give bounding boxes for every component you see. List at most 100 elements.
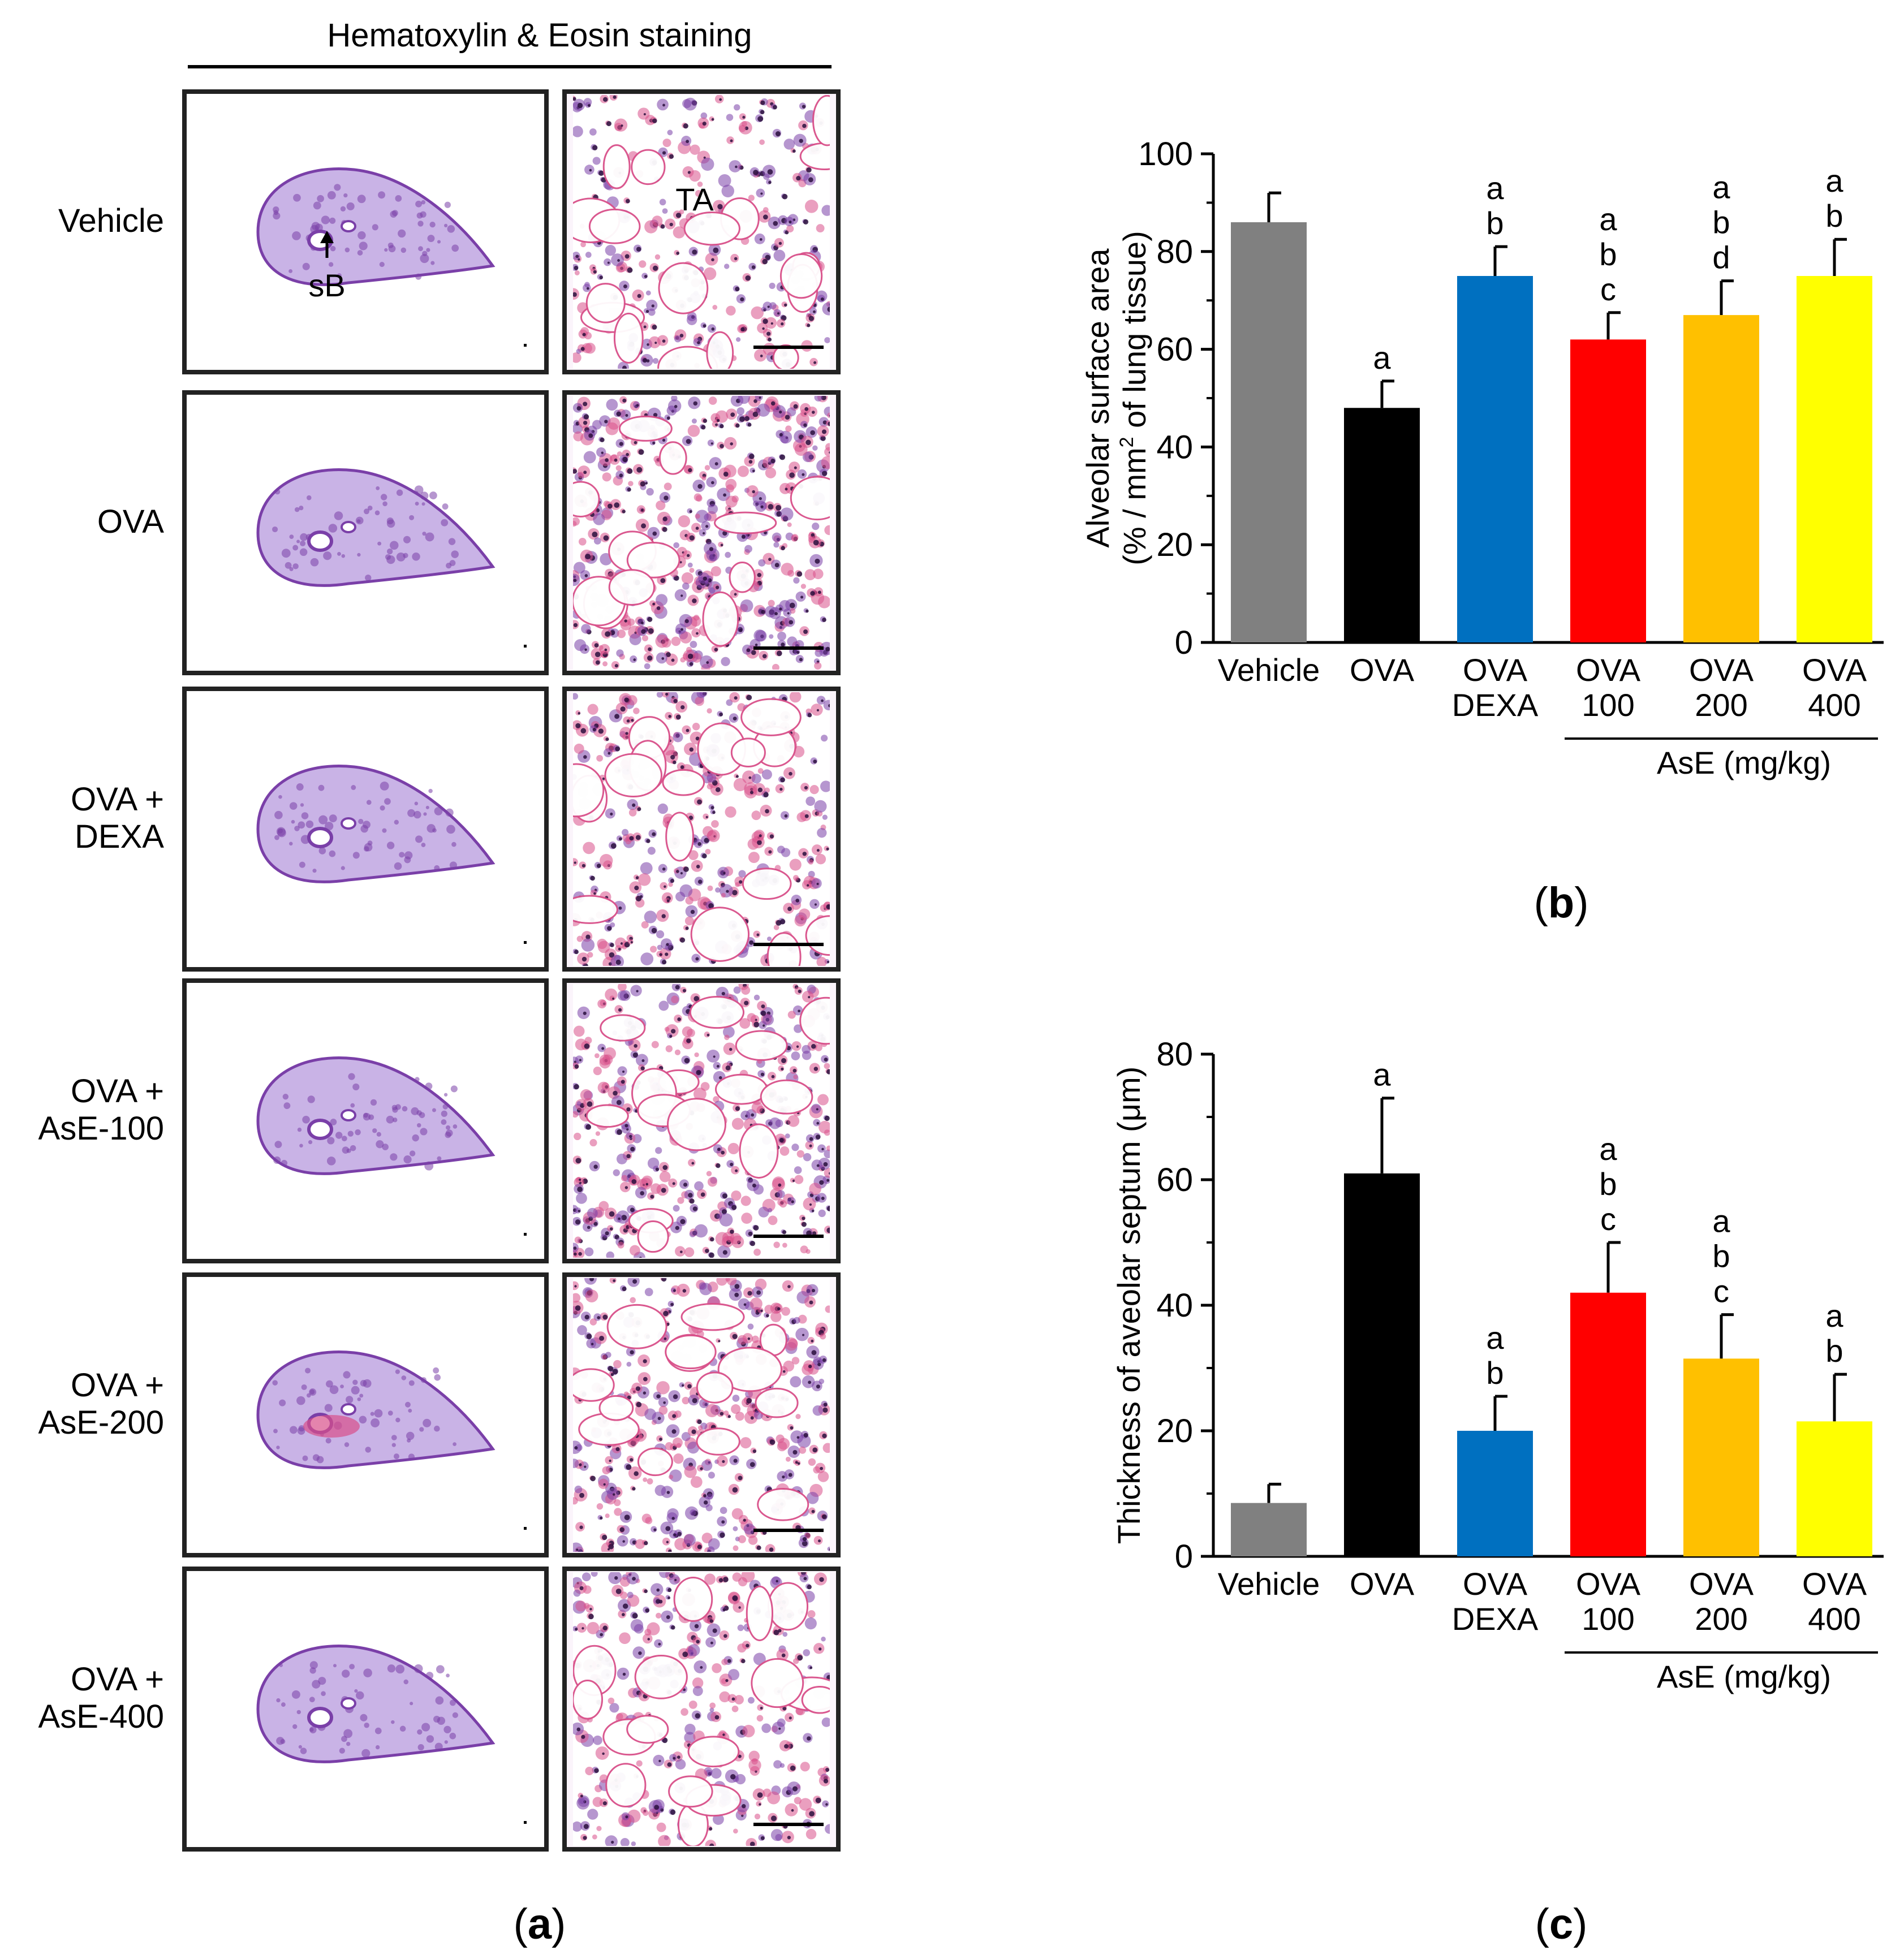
bronchiole xyxy=(307,827,333,848)
tissue-cell xyxy=(782,1632,788,1637)
nucleus xyxy=(734,1292,739,1297)
significance-label: a xyxy=(1486,170,1504,206)
tissue-cell xyxy=(696,692,706,698)
tissue-dot xyxy=(299,548,308,556)
tissue-cell xyxy=(690,1476,703,1488)
nucleus xyxy=(581,956,587,962)
tissue-cell xyxy=(693,1088,707,1101)
nucleus xyxy=(666,416,670,420)
tissue-cell xyxy=(576,1623,587,1633)
tissue-dot xyxy=(350,1103,355,1108)
significance-label: a xyxy=(1712,170,1730,205)
tissue-cell xyxy=(592,157,601,165)
nucleus xyxy=(634,1044,637,1048)
nucleus xyxy=(688,815,693,820)
tissue-dot xyxy=(443,1093,448,1097)
tissue-cell xyxy=(622,829,629,836)
nucleus xyxy=(829,451,830,454)
tissue-dot xyxy=(279,1399,286,1406)
tissue-dot xyxy=(436,1665,445,1674)
tissue-dot xyxy=(384,798,391,805)
tissue-cell xyxy=(824,525,830,536)
nucleus xyxy=(641,1059,645,1062)
tissue-cell xyxy=(694,1052,699,1058)
nucleus xyxy=(802,1334,805,1336)
row-label: OVA + xyxy=(71,1367,164,1404)
tissue-cell xyxy=(613,1169,620,1176)
nucleus xyxy=(680,765,684,769)
bar xyxy=(1570,339,1646,642)
nucleus xyxy=(734,1284,740,1289)
nucleus xyxy=(641,622,644,625)
tissue-dot xyxy=(298,1745,302,1749)
tissue-dot xyxy=(403,536,411,543)
tissue-cell xyxy=(577,1325,587,1335)
nucleus xyxy=(610,843,617,849)
tissue-cell xyxy=(818,1209,826,1218)
nucleus xyxy=(671,1625,675,1630)
nucleus xyxy=(623,284,627,288)
nucleus xyxy=(652,602,656,606)
tissue-cell xyxy=(817,827,827,838)
nucleus xyxy=(613,1493,615,1496)
tissue-dot xyxy=(420,491,429,500)
tissue-cell xyxy=(657,944,663,951)
nucleus xyxy=(575,254,579,258)
nucleus xyxy=(654,342,657,344)
tissue-dot xyxy=(426,248,430,252)
nucleus xyxy=(613,1090,618,1096)
x-tick-label: DEXA xyxy=(1452,1601,1539,1637)
nucleus xyxy=(782,1230,787,1235)
nucleus xyxy=(735,1169,738,1172)
vessel xyxy=(341,1109,356,1121)
tissue-cell xyxy=(731,1705,739,1712)
tissue-dot xyxy=(272,526,278,533)
nucleus xyxy=(809,1666,813,1669)
alveolus-space xyxy=(626,541,680,579)
alveolus-space xyxy=(746,1585,774,1641)
tissue-dot xyxy=(386,519,395,528)
significance-label: b xyxy=(1825,1333,1843,1369)
tissue-cell xyxy=(726,114,734,121)
nucleus xyxy=(712,1628,717,1633)
nucleus xyxy=(633,658,636,661)
nucleus xyxy=(827,307,830,312)
tissue-cell xyxy=(701,157,714,171)
tissue-dot xyxy=(419,1427,424,1432)
nucleus xyxy=(651,304,654,308)
nucleus xyxy=(646,839,651,843)
nucleus xyxy=(607,926,612,931)
nucleus xyxy=(614,714,619,719)
nucleus xyxy=(721,1209,727,1215)
tissue-cell xyxy=(739,1018,751,1029)
nucleus xyxy=(630,1350,634,1354)
nucleus xyxy=(682,989,687,993)
nucleus xyxy=(686,1038,691,1043)
tissue-cell xyxy=(578,537,587,546)
bronchiole xyxy=(307,1119,333,1140)
nucleus xyxy=(768,180,772,184)
nucleus xyxy=(720,543,723,547)
tissue-cell xyxy=(652,357,659,364)
tissue-cell xyxy=(573,1542,583,1552)
tissue-cell xyxy=(636,1760,643,1767)
alveolus-space xyxy=(799,142,830,171)
tissue-cell xyxy=(721,184,735,197)
nucleus xyxy=(760,505,764,508)
tissue-dot xyxy=(413,1664,423,1673)
tissue-cell xyxy=(749,1297,763,1310)
tissue-dot xyxy=(301,1384,307,1390)
nucleus xyxy=(634,441,637,445)
nucleus xyxy=(778,410,782,414)
histology-row: OVA +AsE-100 xyxy=(38,978,841,1263)
nucleus xyxy=(820,1466,823,1470)
tissue-dot xyxy=(276,1445,280,1449)
tissue-cell xyxy=(781,563,794,576)
tissue-dot xyxy=(425,1082,433,1090)
nucleus xyxy=(725,1679,729,1682)
tissue-dot xyxy=(346,1396,354,1404)
nucleus xyxy=(627,267,633,273)
histology-row: OVA +AsE-400 xyxy=(38,1567,841,1852)
nucleus xyxy=(593,1164,598,1169)
nucleus xyxy=(597,1316,601,1319)
